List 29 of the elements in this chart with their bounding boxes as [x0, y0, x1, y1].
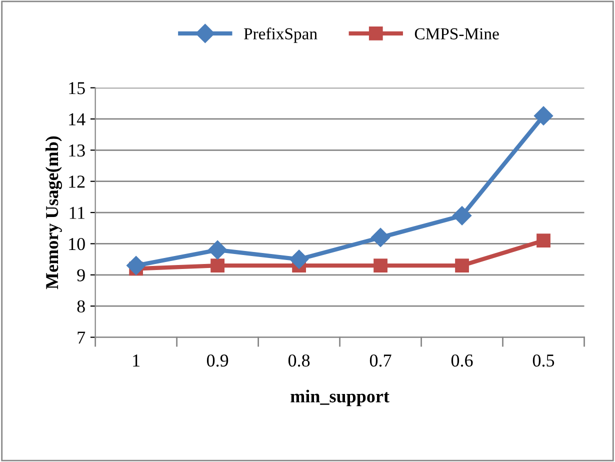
y-tick-label: 7 — [78, 332, 86, 344]
point — [208, 240, 228, 260]
y-tick-label: 13 — [69, 144, 85, 157]
point — [210, 258, 224, 272]
point — [534, 106, 554, 126]
point — [536, 234, 550, 248]
x-tick-label: 0.9 — [206, 354, 228, 367]
y-tick-label: 11 — [70, 206, 85, 219]
x-axis-title: min_support — [290, 390, 390, 406]
point — [452, 206, 472, 226]
legend-label: CMPS-Mine — [414, 28, 499, 40]
x-tick-label: 0.5 — [532, 354, 554, 367]
y-axis-title: Memory Usage(mb) — [45, 136, 62, 290]
y-tick-label: 9 — [77, 269, 85, 282]
y-tick-label: 15 — [69, 82, 85, 94]
y-tick-label: 14 — [69, 113, 86, 126]
point — [290, 250, 309, 269]
x-tick-label: 1 — [133, 354, 140, 366]
legend-label: PrefixSpan — [244, 28, 318, 43]
point — [374, 258, 388, 272]
x-tick-label: 0.7 — [370, 354, 392, 367]
y-tick-label: 8 — [77, 300, 85, 313]
point — [126, 256, 146, 276]
y-tick-label: 10 — [69, 238, 85, 250]
point — [455, 258, 469, 272]
y-tick-label: 12 — [69, 176, 85, 188]
x-tick-label: 0.6 — [451, 354, 473, 367]
point — [371, 228, 390, 247]
x-tick-label: 0.8 — [288, 354, 310, 367]
